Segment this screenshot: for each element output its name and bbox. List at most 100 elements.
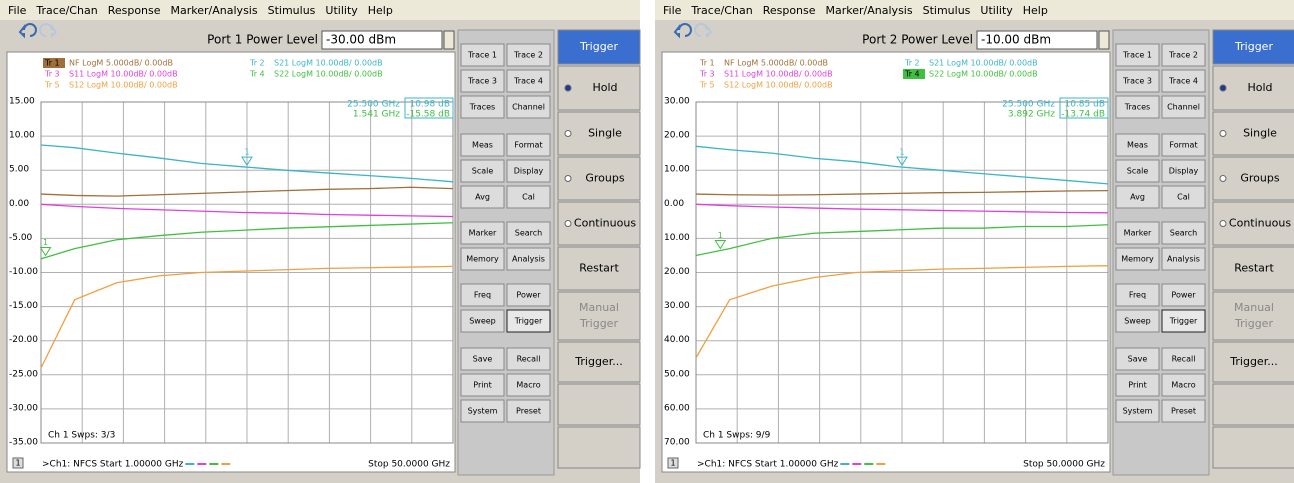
menu-key[interactable]	[557, 291, 641, 341]
trace-tag[interactable]: Tr 5	[699, 81, 715, 90]
menu-item[interactable]: Stimulus	[268, 4, 316, 17]
softkey[interactable]	[460, 399, 505, 423]
softkey[interactable]	[506, 347, 551, 371]
channel-box[interactable]	[667, 457, 679, 469]
softkey[interactable]	[1115, 133, 1160, 157]
trace-tag[interactable]: Tr 4	[904, 70, 920, 79]
softkey[interactable]	[1115, 95, 1160, 119]
menu-item[interactable]: Stimulus	[923, 4, 971, 17]
menu-item[interactable]: Help	[1023, 4, 1048, 17]
menu-key[interactable]	[1212, 426, 1294, 469]
softkey[interactable]	[460, 159, 505, 183]
menu-item[interactable]: Marker/Analysis	[171, 4, 258, 17]
softkey[interactable]	[460, 247, 505, 271]
radio[interactable]	[564, 220, 572, 227]
softkey[interactable]	[506, 247, 551, 271]
softkey[interactable]	[1161, 309, 1206, 333]
softkey[interactable]	[460, 347, 505, 371]
menu-item[interactable]: Trace/Chan	[690, 4, 752, 17]
undo-icon[interactable]	[673, 23, 692, 39]
spinner[interactable]	[1098, 30, 1110, 50]
softkey[interactable]	[460, 221, 505, 245]
softkey[interactable]	[1161, 69, 1206, 93]
menu-item[interactable]: Utility	[980, 4, 1013, 17]
menu-item[interactable]: Trace/Chan	[35, 4, 97, 17]
menu-key[interactable]	[557, 246, 641, 291]
softkey[interactable]	[1115, 247, 1160, 271]
menu-key[interactable]	[557, 426, 641, 469]
softkey[interactable]	[1115, 221, 1160, 245]
trace-tag[interactable]: Tr 2	[249, 59, 265, 68]
softkey[interactable]	[1115, 347, 1160, 371]
softkey[interactable]	[1115, 43, 1160, 67]
trace-tag[interactable]: Tr 1	[699, 59, 715, 68]
power-input[interactable]	[321, 30, 443, 50]
redo-icon[interactable]	[39, 23, 58, 39]
softkey[interactable]	[460, 43, 505, 67]
softkey[interactable]	[1115, 185, 1160, 209]
softkey[interactable]	[506, 159, 551, 183]
trace-tag[interactable]: Tr 1	[44, 59, 60, 68]
softkey[interactable]	[1115, 399, 1160, 423]
trace-tag[interactable]: Tr 3	[699, 70, 715, 79]
trace-tag[interactable]: Tr 4	[249, 70, 265, 79]
menu-key[interactable]	[1212, 291, 1294, 341]
softkey[interactable]	[1161, 43, 1206, 67]
softkey[interactable]	[1161, 373, 1206, 397]
softkey[interactable]	[506, 283, 551, 307]
menu-item[interactable]: File	[663, 4, 682, 17]
softkey[interactable]	[1161, 159, 1206, 183]
softkey[interactable]	[506, 95, 551, 119]
softkey[interactable]	[1115, 159, 1160, 183]
softkey[interactable]	[506, 69, 551, 93]
menu-key[interactable]	[557, 383, 641, 426]
menu-item[interactable]: Utility	[325, 4, 358, 17]
softkey[interactable]	[460, 283, 505, 307]
softkey[interactable]	[460, 95, 505, 119]
softkey[interactable]	[460, 133, 505, 157]
softkey[interactable]	[460, 309, 505, 333]
softkey[interactable]	[460, 69, 505, 93]
radio[interactable]	[1219, 130, 1227, 137]
softkey[interactable]	[506, 373, 551, 397]
softkey[interactable]	[1115, 373, 1160, 397]
softkey[interactable]	[460, 373, 505, 397]
softkey[interactable]	[506, 399, 551, 423]
radio[interactable]	[1219, 175, 1227, 182]
radio[interactable]	[564, 175, 572, 182]
softkey[interactable]	[1161, 221, 1206, 245]
radio[interactable]	[1219, 220, 1227, 227]
menu-key[interactable]	[557, 111, 641, 156]
spinner[interactable]	[443, 30, 455, 50]
softkey[interactable]	[1161, 247, 1206, 271]
trace-tag[interactable]: Tr 2	[904, 59, 920, 68]
menu-key[interactable]	[1212, 341, 1294, 383]
softkey[interactable]	[1161, 399, 1206, 423]
radio[interactable]	[1219, 84, 1227, 92]
softkey[interactable]	[506, 185, 551, 209]
menu-item[interactable]: Response	[108, 4, 161, 17]
softkey[interactable]	[1115, 283, 1160, 307]
softkey[interactable]	[506, 309, 551, 333]
softkey[interactable]	[1115, 69, 1160, 93]
softkey[interactable]	[460, 185, 505, 209]
softkey[interactable]	[506, 43, 551, 67]
menu-key[interactable]	[557, 65, 641, 111]
softkey[interactable]	[1115, 309, 1160, 333]
channel-box[interactable]	[12, 457, 24, 469]
menu-key[interactable]	[557, 341, 641, 383]
menu-key[interactable]	[557, 201, 641, 246]
menu-item[interactable]: Marker/Analysis	[826, 4, 913, 17]
softkey[interactable]	[1161, 133, 1206, 157]
menu-key[interactable]	[1212, 246, 1294, 291]
softkey[interactable]	[1161, 283, 1206, 307]
softkey[interactable]	[1161, 95, 1206, 119]
softkey[interactable]	[1161, 185, 1206, 209]
softkey[interactable]	[506, 133, 551, 157]
radio[interactable]	[564, 84, 572, 92]
softkey[interactable]	[506, 221, 551, 245]
radio[interactable]	[564, 130, 572, 137]
trace-tag[interactable]: Tr 5	[44, 81, 60, 90]
menu-item[interactable]: Help	[368, 4, 393, 17]
menu-key[interactable]	[1212, 383, 1294, 426]
